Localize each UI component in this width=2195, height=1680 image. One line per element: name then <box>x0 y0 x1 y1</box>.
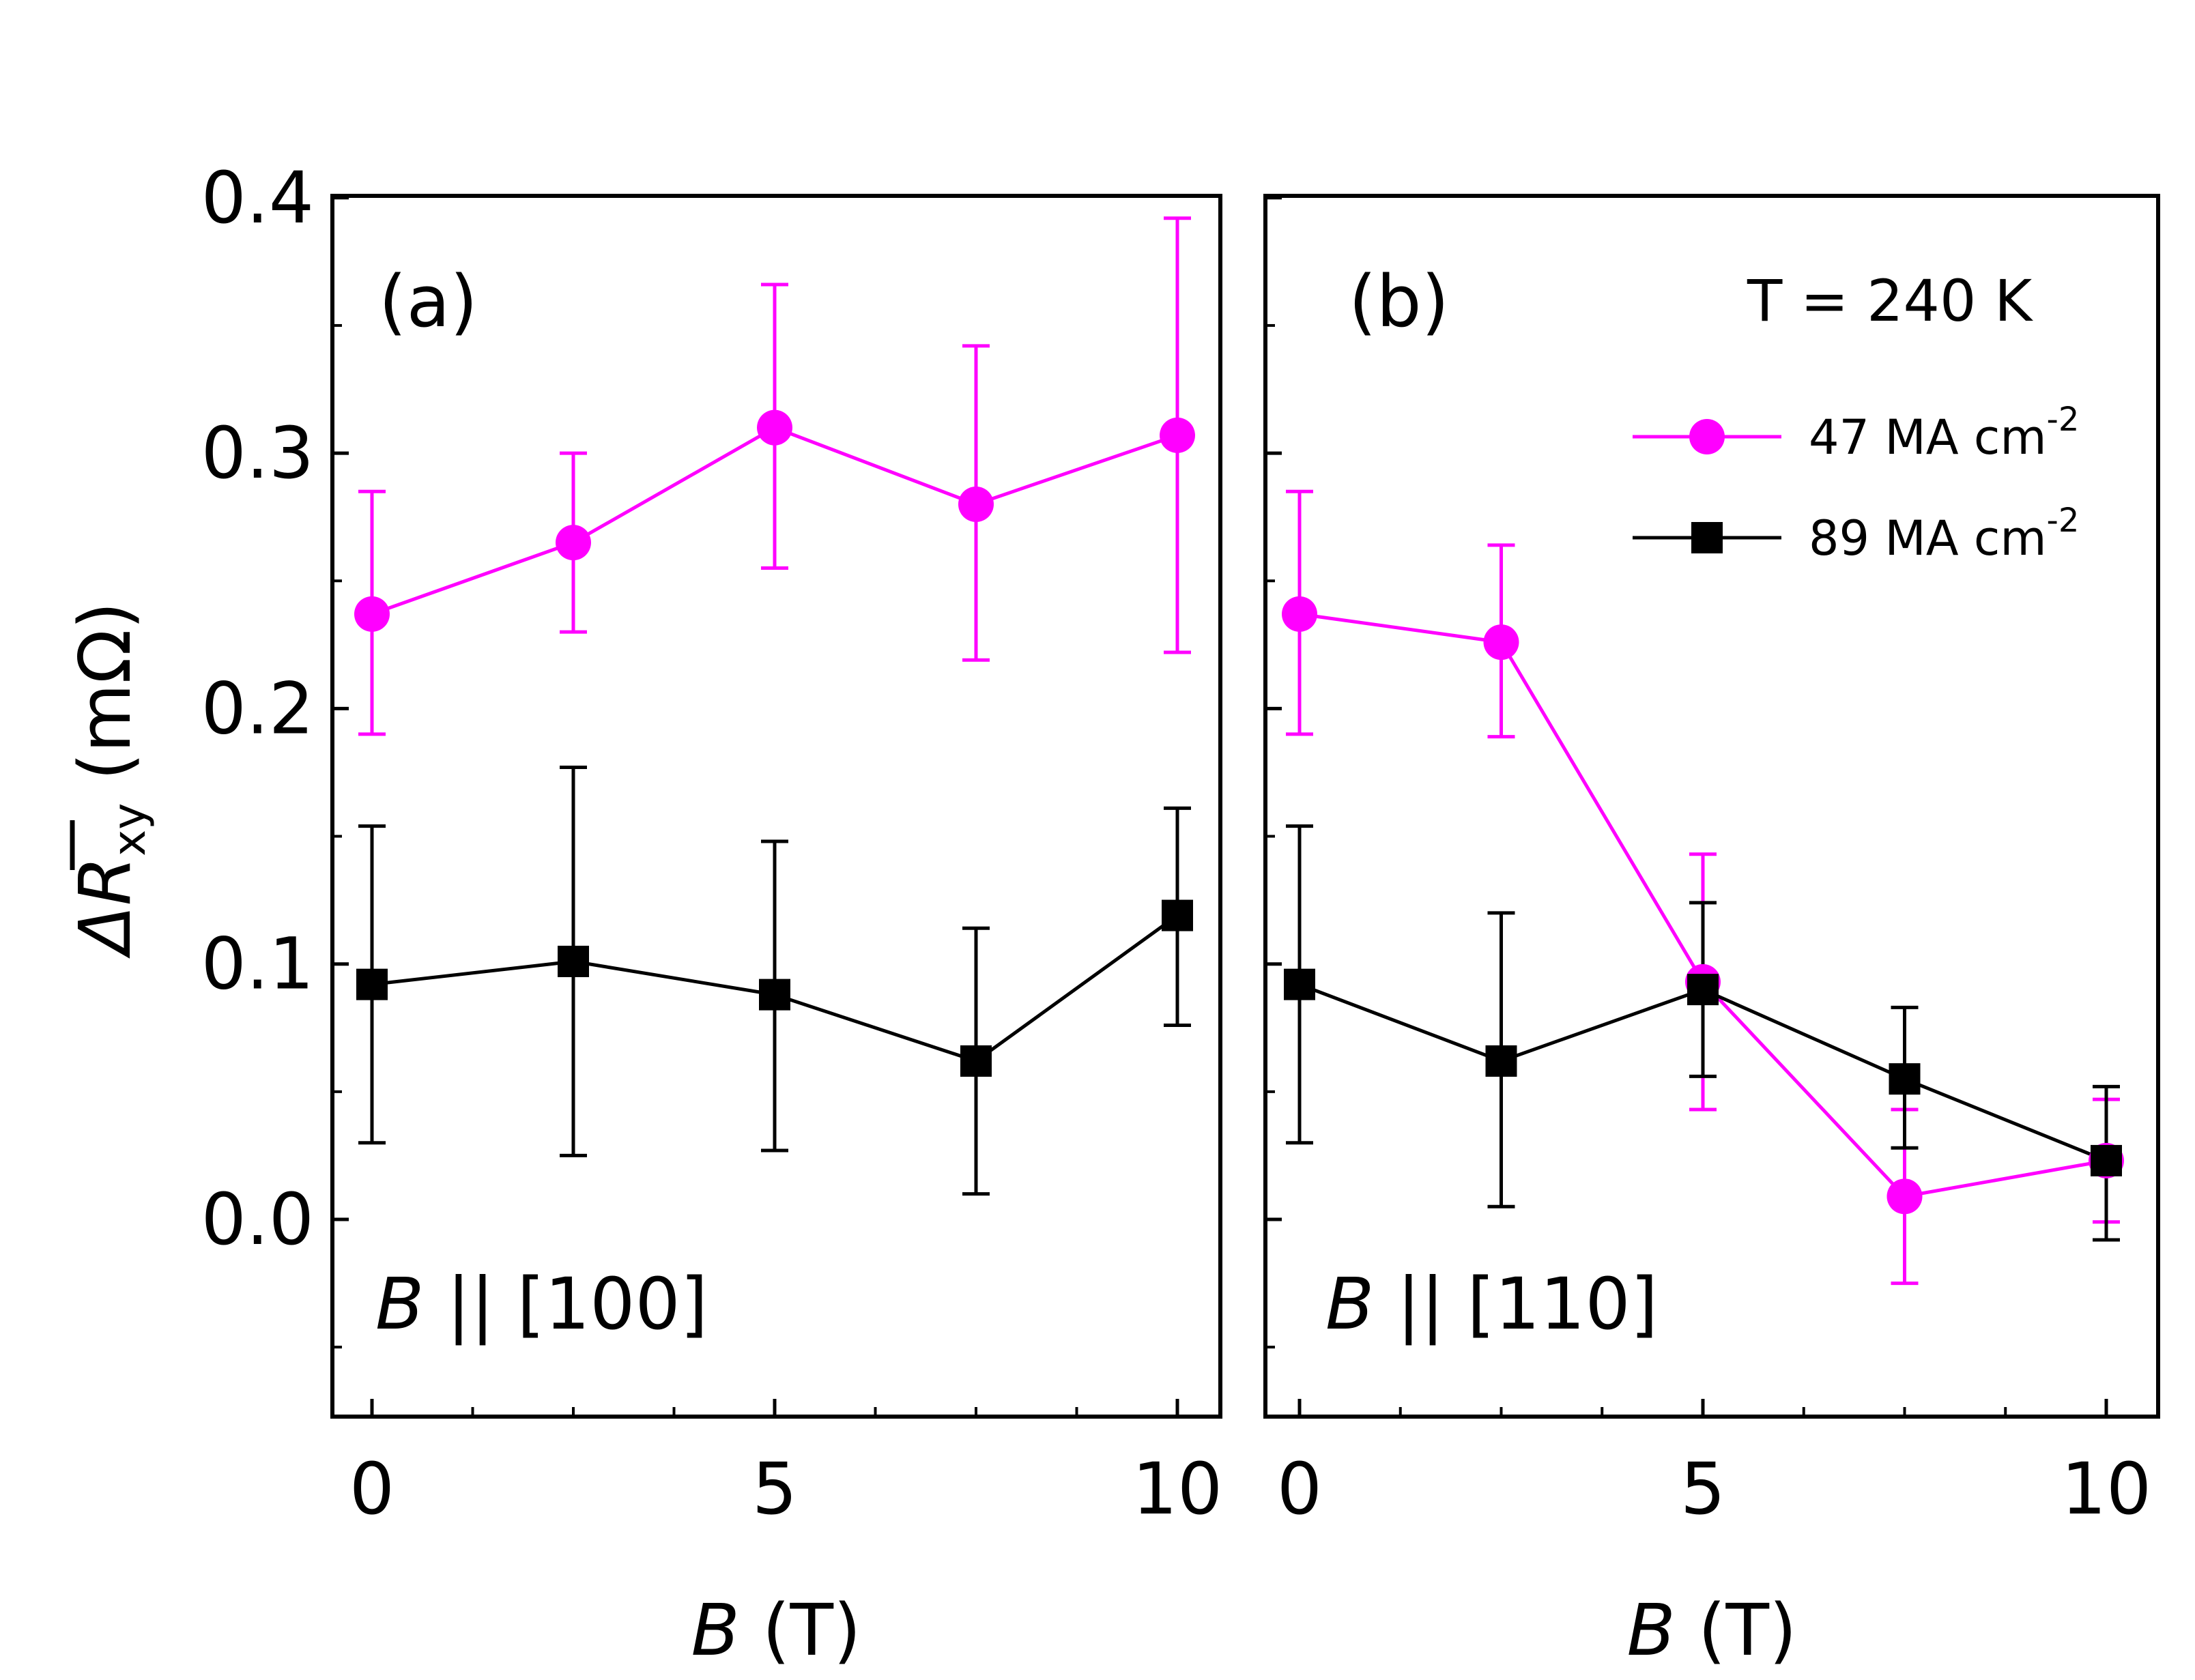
panel-a-series-47-point <box>354 596 390 632</box>
y-axis-title-main: ΔR <box>63 856 147 959</box>
panel-a-ticks: 0 5 10 0.0 0.1 0.2 0.3 0.4 <box>201 156 1223 1531</box>
panel-a-ytick-label-0.4: 0.4 <box>201 156 314 240</box>
legend-89-marker <box>1691 522 1723 553</box>
y-axis-title-subscript: xy <box>103 803 156 856</box>
y-axis-title: ΔRxy (mΩ) <box>63 602 156 959</box>
panel-a-series-47-point <box>757 409 792 446</box>
panel-a: 0 5 10 0.0 0.1 0.2 0.3 0.4 (a) B || [100] B (T) <box>201 156 1223 1672</box>
panel-a-x-axis-title: B (T) <box>691 1589 861 1672</box>
panel-b: 0 5 10 (b) B || [110] B (T) <box>1263 194 2160 1672</box>
panel-a-ytick-label-0.1: 0.1 <box>201 923 314 1006</box>
panel-b-label: (b) <box>1349 260 1449 343</box>
panel-b-xtick-label-0: 0 <box>1277 1447 1322 1531</box>
panel-a-series-89-point <box>759 979 790 1011</box>
panel-b-xtick-label-10: 10 <box>2061 1447 2151 1531</box>
panel-b-frame <box>1263 194 2160 1419</box>
panel-b-series-89-point <box>1485 1045 1517 1077</box>
panel-a-orientation-label: B || [100] <box>375 1262 708 1346</box>
panel-b-series-47-point <box>1282 596 1317 632</box>
panel-a-series-89-point <box>558 945 589 977</box>
legend-entry-89: 89 MA cm-2 <box>1633 502 2079 566</box>
panel-a-series-47-point <box>1160 417 1195 453</box>
panel-b-x-axis-title: B (T) <box>1626 1589 1796 1672</box>
panel-a-ytick-label-0: 0.0 <box>201 1178 314 1261</box>
panel-b-series-89-point <box>1889 1063 1921 1095</box>
panel-b-xtick-label-5: 5 <box>1680 1447 1725 1531</box>
panel-a-label: (a) <box>379 260 478 343</box>
panel-a-series-47-point <box>958 486 994 522</box>
legend-entry-47: 47 MA cm-2 <box>1633 401 2079 465</box>
panel-a-series-89-point <box>356 968 388 1000</box>
panel-b-orientation-label: B || [110] <box>1325 1262 1658 1346</box>
panel-a-xtick-label-10: 10 <box>1132 1447 1222 1531</box>
panel-b-series-89-point <box>2091 1144 2122 1176</box>
panel-a-series-89-point <box>960 1045 992 1077</box>
legend-89-label: 89 MA cm-2 <box>1809 502 2079 566</box>
panel-b-series-89-point <box>1687 974 1719 1006</box>
legend-47-label: 47 MA cm-2 <box>1809 401 2079 465</box>
panel-a-xtick-label-5: 5 <box>752 1447 797 1531</box>
panel-a-marks <box>354 216 1195 1196</box>
panel-a-xtick-label-0: 0 <box>349 1447 394 1531</box>
panel-b-marks <box>1282 489 2124 1286</box>
panel-a-ytick-label-0.2: 0.2 <box>201 667 314 750</box>
legend-47-marker <box>1689 419 1725 454</box>
panel-b-ticks: 0 5 10 <box>1265 196 2151 1531</box>
y-axis-title-unit: (mΩ) <box>63 602 147 781</box>
panel-b-series-47-point <box>1886 1178 1923 1215</box>
panel-b-series-89-point <box>1284 968 1315 1000</box>
panel-a-series-89-point <box>1162 899 1193 931</box>
panel-b-series-47-point <box>1483 624 1519 661</box>
panel-a-ytick-label-0.3: 0.3 <box>201 411 314 495</box>
svg-text:ΔRxy (mΩ): ΔRxy (mΩ) <box>63 602 156 959</box>
panel-a-series-47-point <box>556 525 591 561</box>
temperature-label: T = 240 K <box>1747 267 2033 334</box>
legend: 47 MA cm-2 89 MA cm-2 <box>1633 401 2079 566</box>
